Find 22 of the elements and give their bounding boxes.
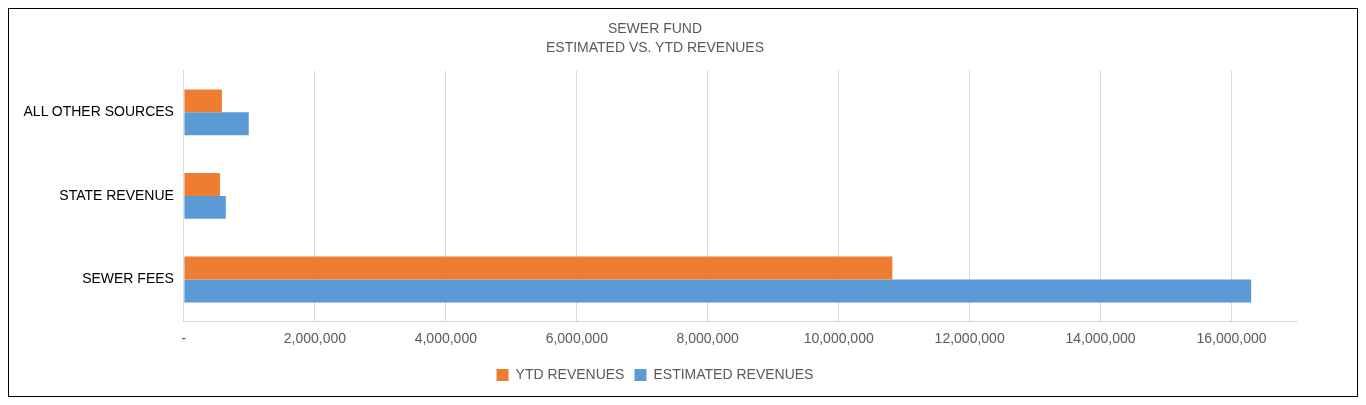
chart-subtitle: ESTIMATED VS. YTD REVENUES (545, 39, 765, 56)
legend-label: ESTIMATED REVENUES (653, 365, 814, 382)
x-tick-label: 2,000,000 (283, 330, 347, 347)
bar (184, 89, 222, 113)
legend-label: YTD REVENUES (515, 365, 625, 382)
x-tick-label: - (181, 330, 187, 347)
y-tick-label: SEWER FEES (82, 270, 174, 287)
x-tick-label: 6,000,000 (545, 330, 609, 347)
x-tick-label: 4,000,000 (414, 330, 478, 347)
bar (184, 279, 1252, 303)
bar (184, 112, 249, 136)
y-tick-label: STATE REVENUE (59, 186, 174, 203)
bar (184, 172, 220, 196)
chart-title: SEWER FUND (607, 20, 703, 37)
x-tick-label: 10,000,000 (803, 330, 874, 347)
x-tick-label: 12,000,000 (934, 330, 1005, 347)
x-tick-label: 8,000,000 (676, 330, 740, 347)
bar (184, 195, 226, 219)
y-tick-label: ALL OTHER SOURCES (23, 103, 174, 120)
x-tick-label: 16,000,000 (1196, 330, 1267, 347)
x-tick-label: 14,000,000 (1065, 330, 1136, 347)
bar (184, 256, 893, 280)
